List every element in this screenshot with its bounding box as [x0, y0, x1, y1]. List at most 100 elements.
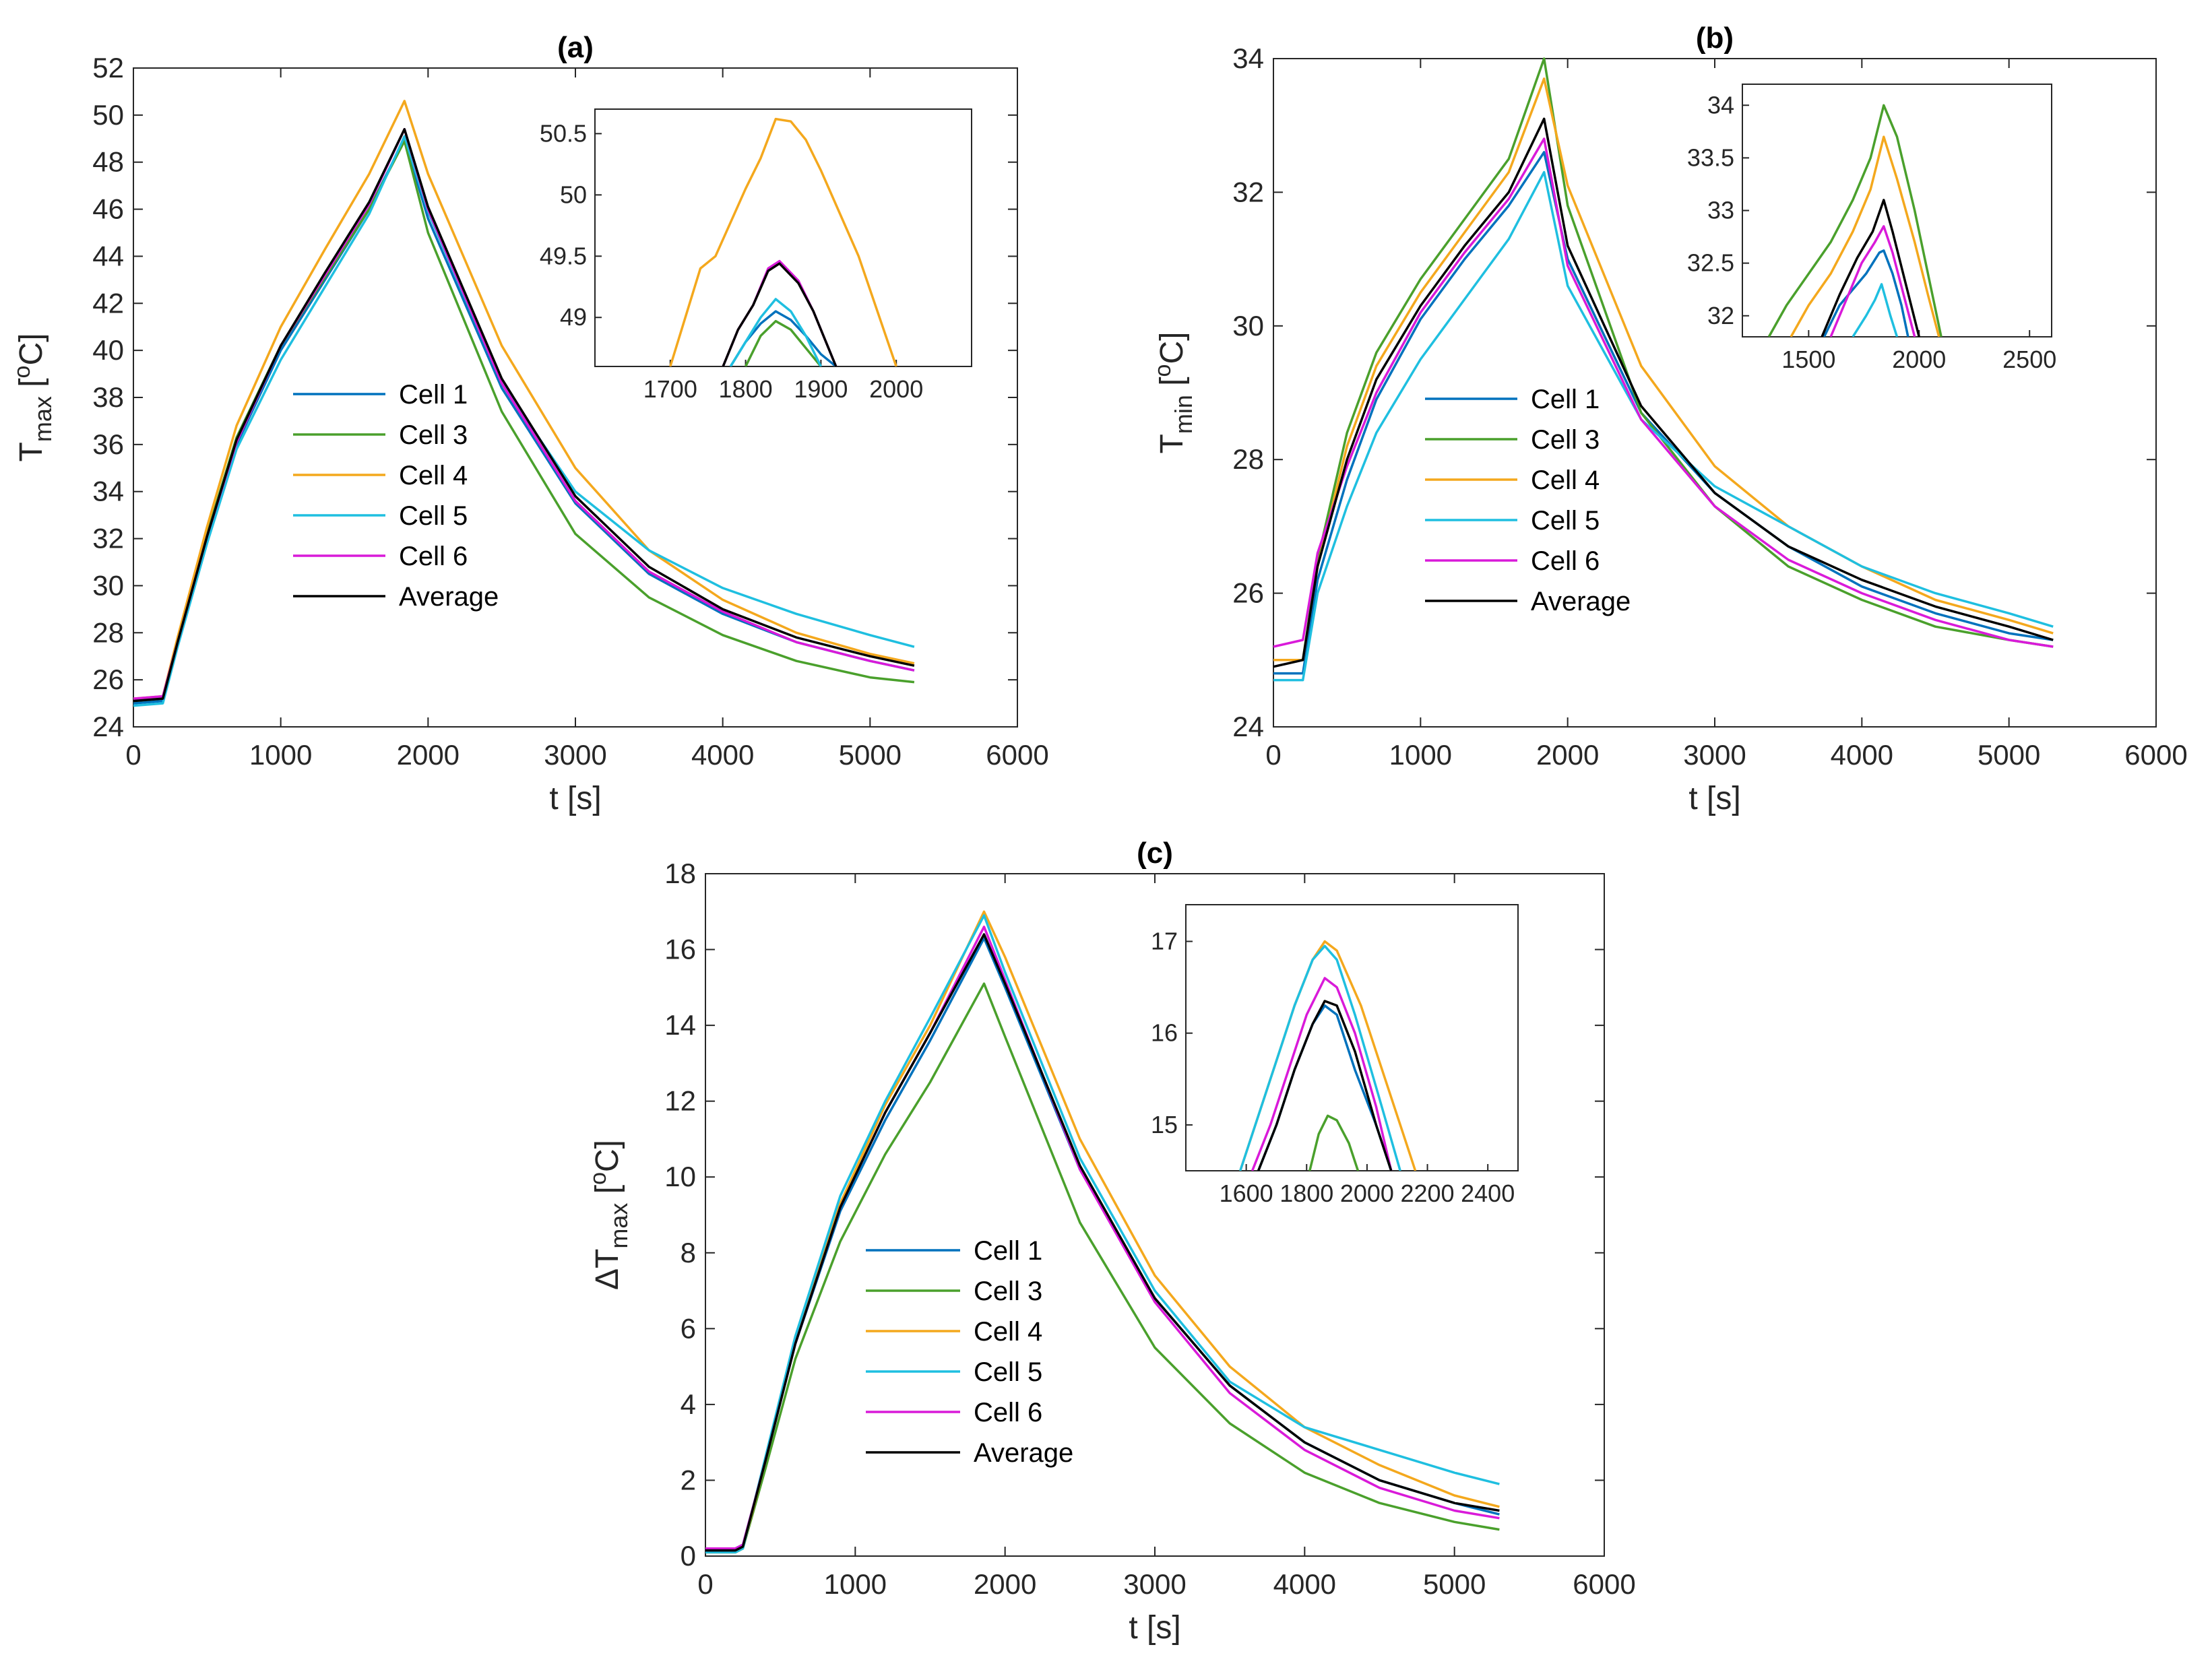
- x-tick-label: 5000: [1978, 739, 2040, 771]
- legend: Cell 1 Cell 3 Cell 4 Cell 5 Cell 6 Average: [1425, 385, 1631, 616]
- series-line-cell-3: [705, 982, 1500, 1554]
- inset-line-cell-5: [1239, 944, 1401, 1171]
- y-tick-label: 44: [92, 240, 124, 271]
- inset-x-tick-label: 2000: [869, 375, 923, 403]
- x-tick-label: 0: [125, 739, 141, 771]
- inset-x-tick-label: 1600: [1220, 1180, 1273, 1207]
- x-tick-label: 3000: [1683, 739, 1746, 771]
- legend-label: Cell 1: [974, 1236, 1042, 1266]
- y-tick-label: 48: [92, 146, 124, 178]
- y-tick-label: 28: [92, 616, 124, 648]
- inset-x-tick-label: 2000: [1892, 346, 1946, 373]
- legend-label: Cell 3: [974, 1277, 1042, 1306]
- x-tick-label: 0: [697, 1568, 713, 1600]
- x-tick-label: 5000: [839, 739, 902, 771]
- y-tick-label: 36: [92, 428, 124, 460]
- legend-label: Cell 3: [399, 420, 468, 450]
- legend-label: Cell 4: [974, 1317, 1042, 1347]
- inset-x-tick-label: 2000: [1340, 1180, 1394, 1207]
- inset-line-average: [722, 262, 838, 366]
- x-tick-label: 1000: [824, 1568, 887, 1600]
- series-line-average: [133, 128, 915, 703]
- legend-label: Cell 4: [1531, 465, 1600, 495]
- y-tick-label: 4: [681, 1388, 696, 1420]
- x-tick-label: 3000: [1123, 1568, 1186, 1600]
- inset-y-tick-label: 32.5: [1687, 249, 1734, 277]
- inset-series: [1239, 940, 1417, 1171]
- y-tick-label: 0: [681, 1540, 696, 1572]
- legend-label: Average: [399, 582, 499, 612]
- y-tick-label: 40: [92, 334, 124, 366]
- y-tick-label: 24: [92, 711, 124, 742]
- y-tick-label: 34: [92, 476, 124, 507]
- y-tick-label: 18: [664, 858, 696, 889]
- inset-series: [1767, 104, 1942, 337]
- y-tick-label: 42: [92, 287, 124, 319]
- inset-x-tick-label: 1900: [794, 375, 848, 403]
- inset-x-tick-label: 1800: [719, 375, 773, 403]
- inset-line-cell-3: [745, 319, 822, 366]
- x-tick-label: 4000: [1831, 739, 1893, 771]
- y-axis-label: ΔTmax [oC]: [586, 1140, 633, 1290]
- inset-series: [669, 117, 897, 366]
- inset-line-cell-1: [1823, 249, 1909, 337]
- legend-label: Average: [1531, 587, 1631, 616]
- y-tick-label: 24: [1232, 711, 1264, 742]
- x-axis-label: t [s]: [549, 781, 601, 816]
- inset-x-tick-label: 1700: [643, 375, 697, 403]
- inset-chart: 1600 1800 2000 2200 2400 15 16 17: [1151, 904, 1519, 1207]
- x-tick-label: 2000: [397, 739, 460, 771]
- inset-line-cell-5: [1852, 283, 1899, 337]
- x-axis-label: t [s]: [1129, 1610, 1180, 1646]
- legend-label: Cell 6: [974, 1398, 1042, 1427]
- legend-label: Cell 1: [1531, 385, 1600, 414]
- y-tick-label: 16: [664, 934, 696, 965]
- inset-line-cell-3: [1767, 104, 1942, 337]
- series-line-cell-3: [1273, 57, 2054, 662]
- legend: Cell 1 Cell 3 Cell 4 Cell 5 Cell 6 Average: [866, 1236, 1073, 1468]
- panel-title: (c): [1137, 837, 1173, 870]
- inset-x-tick-label: 2400: [1461, 1180, 1515, 1207]
- chart-panel-2: 0 1000 2000 3000 4000 5000 6000 24 26 28 30 32 34 (b)…: [1150, 22, 2188, 816]
- inset-line-cell-6: [1251, 977, 1393, 1171]
- legend-label: Cell 4: [399, 461, 468, 490]
- inset-chart: 1700 1800 1900 2000 49 49.5 50 50.5: [540, 108, 972, 403]
- legend-label: Cell 1: [399, 380, 468, 410]
- panel-title: (a): [557, 31, 594, 64]
- chart-panel-1: 0 1000 2000 3000 4000 5000 6000 24 26 28 30 32 34 36 3…: [9, 31, 1049, 816]
- x-tick-label: 1000: [249, 739, 312, 771]
- legend-label: Cell 6: [399, 542, 468, 571]
- inset-x-tick-label: 1500: [1781, 346, 1835, 373]
- y-tick-label: 38: [92, 381, 124, 413]
- inset-y-tick-label: 16: [1151, 1019, 1178, 1047]
- inset-plot-area: [594, 108, 972, 367]
- series-line-cell-4: [133, 100, 915, 700]
- x-tick-label: 1000: [1389, 739, 1452, 771]
- legend-label: Cell 6: [1531, 546, 1600, 576]
- x-axis-label: t [s]: [1688, 781, 1740, 816]
- series-line-cell-4: [1273, 77, 2054, 662]
- panel-title: (b): [1696, 22, 1734, 55]
- legend: Cell 1 Cell 3 Cell 4 Cell 5 Cell 6 Average: [293, 380, 499, 612]
- inset-y-tick-label: 49.5: [540, 242, 587, 269]
- y-axis-label: Tmax [oC]: [9, 333, 57, 462]
- inset-line-cell-4: [1790, 135, 1940, 337]
- legend-label: Cell 5: [1531, 506, 1600, 536]
- inset-line-average: [1821, 199, 1920, 337]
- y-tick-label: 10: [664, 1161, 696, 1192]
- y-tick-label: 12: [664, 1085, 696, 1117]
- legend-label: Cell 5: [974, 1357, 1042, 1387]
- y-tick-label: 26: [1232, 577, 1264, 609]
- x-tick-label: 3000: [544, 739, 606, 771]
- series-line-average: [1273, 117, 2054, 668]
- inset-y-tick-label: 33: [1707, 197, 1734, 224]
- y-tick-label: 52: [92, 52, 124, 84]
- y-tick-label: 14: [664, 1009, 696, 1041]
- x-tick-label: 6000: [986, 739, 1048, 771]
- y-tick-label: 30: [1232, 310, 1264, 342]
- x-tick-label: 6000: [1573, 1568, 1635, 1600]
- x-tick-label: 4000: [691, 739, 754, 771]
- y-tick-label: 26: [92, 664, 124, 695]
- x-tick-label: 6000: [2124, 739, 2187, 771]
